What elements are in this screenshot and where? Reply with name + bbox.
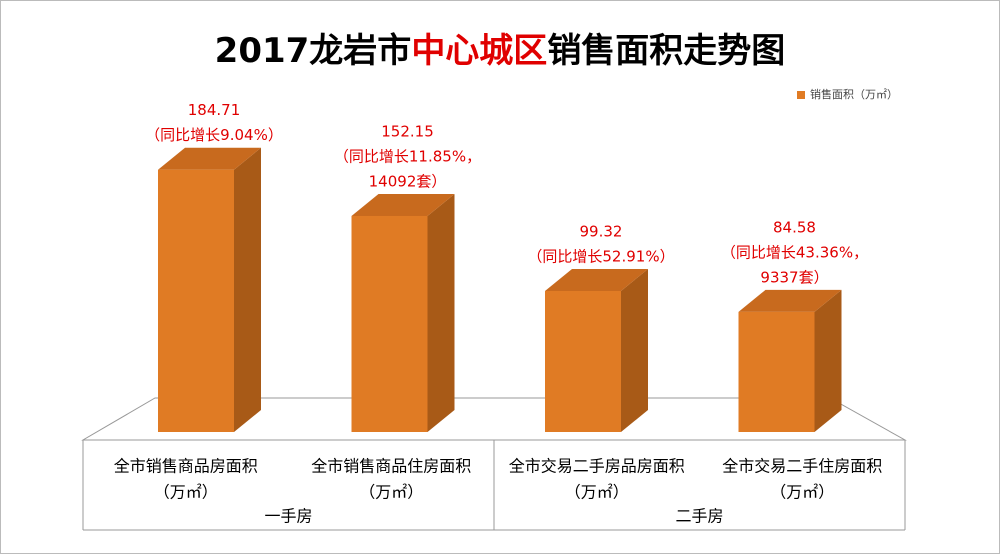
legend-swatch — [797, 91, 805, 99]
x-tick-label: 全市交易二手住房面积 — [722, 457, 882, 476]
x-tick-label: （万㎡） — [359, 483, 423, 502]
group-label: 二手房 — [675, 507, 723, 526]
bar — [158, 169, 234, 433]
bar-side — [814, 289, 842, 432]
bar-side — [234, 147, 261, 433]
bar — [351, 215, 428, 432]
legend-label: 销售面积（万㎡） — [810, 87, 898, 101]
x-tick-label: （万㎡） — [154, 483, 218, 502]
x-tick-label: 全市销售商品住房面积 — [311, 457, 471, 476]
bar — [738, 311, 815, 432]
x-tick-label: 全市交易二手房品房面积 — [509, 457, 685, 476]
title-part: 2017龙岩市 — [215, 31, 412, 71]
title-part: 销售面积走势图 — [547, 31, 785, 71]
bar — [545, 290, 621, 432]
x-tick-label: 全市销售商品房面积 — [114, 457, 258, 476]
x-tick-label: （万㎡） — [770, 483, 834, 502]
data-label: 99.32 — [580, 222, 623, 240]
bar-top — [351, 193, 455, 216]
annotation: 9337套） — [760, 268, 828, 286]
title-part: 中心城区 — [411, 31, 547, 71]
bar-top — [158, 147, 261, 170]
bar-top — [738, 289, 842, 312]
bar-side — [621, 268, 648, 432]
chart-title: 2017龙岩市中心城区销售面积走势图 — [215, 31, 786, 71]
bar-top — [545, 268, 648, 291]
data-label: 184.71 — [188, 101, 241, 119]
x-tick-label: （万㎡） — [565, 483, 629, 502]
annotation: 14092套） — [369, 172, 447, 190]
data-label: 84.58 — [773, 218, 816, 236]
annotation: （同比增长11.85%， — [334, 147, 481, 165]
bar-side — [427, 193, 455, 432]
data-label: 152.15 — [381, 122, 434, 140]
annotation: （同比增长52.91%） — [527, 247, 674, 265]
annotation: （同比增长9.04%） — [145, 126, 283, 144]
annotation: （同比增长43.36%， — [721, 243, 868, 261]
group-label: 一手房 — [264, 507, 312, 526]
